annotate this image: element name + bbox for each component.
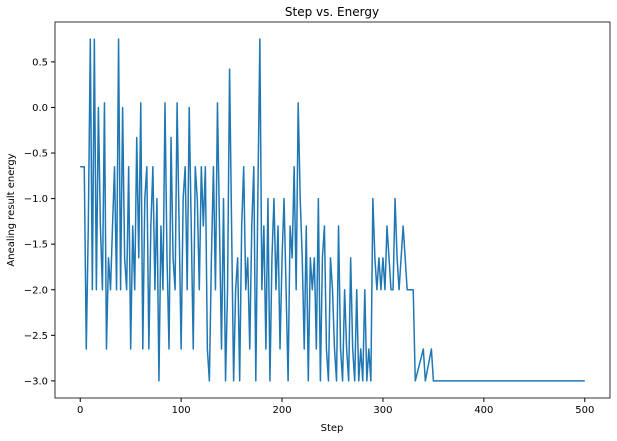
y-tick-label: −2.0: [24, 285, 48, 296]
x-tick-label: 0: [77, 405, 83, 416]
x-tick-label: 200: [272, 405, 291, 416]
x-tick-label: 500: [575, 405, 594, 416]
y-tick-label: −0.5: [24, 149, 48, 160]
y-tick-label: 0.0: [32, 103, 48, 114]
data-line: [80, 38, 585, 382]
y-tick-label: −2.5: [24, 331, 48, 342]
y-tick-label: 0.5: [32, 57, 48, 68]
x-tick-label: 100: [172, 405, 191, 416]
y-tick-label: −1.5: [24, 240, 48, 251]
y-tick-label: −1.0: [24, 194, 48, 205]
y-tick-label: −3.0: [24, 376, 48, 387]
chart-title: Step vs. Energy: [285, 5, 379, 19]
x-tick-label: 300: [373, 405, 392, 416]
x-tick-label: 400: [474, 405, 493, 416]
y-axis-label: Anealing result energy: [6, 153, 17, 266]
x-axis-label: Step: [321, 423, 344, 434]
plot-frame: [54, 21, 611, 399]
